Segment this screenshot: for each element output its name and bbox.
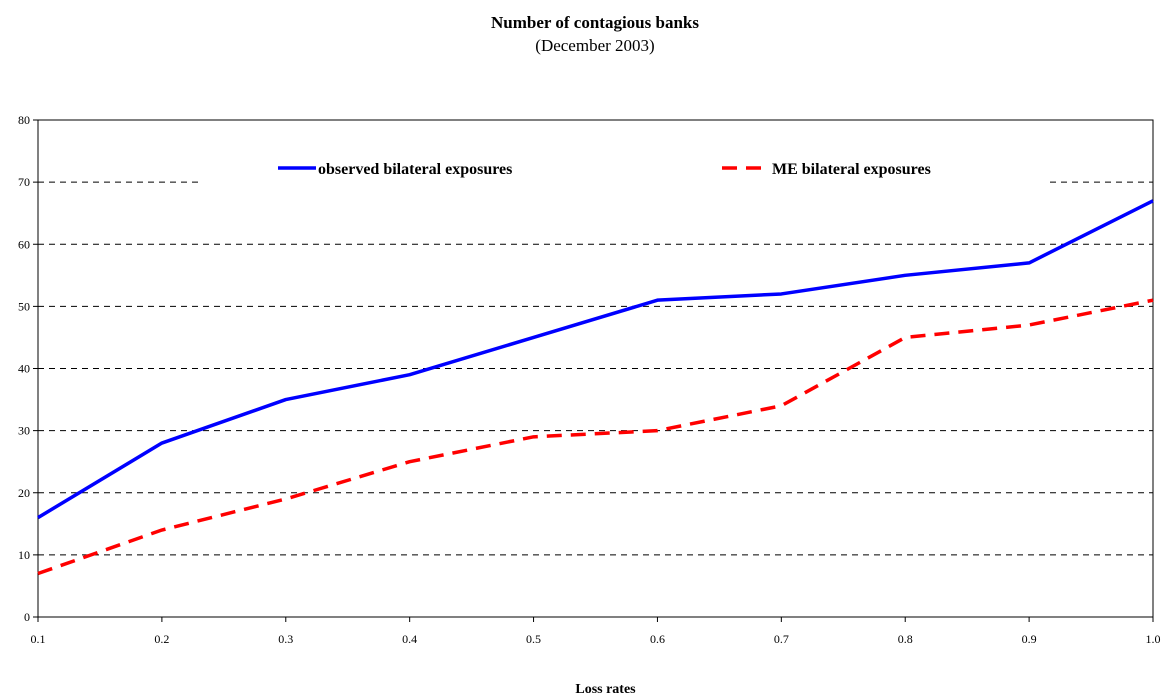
data-point [1151,199,1155,203]
y-tick-label: 30 [18,424,30,438]
data-point [1027,323,1031,327]
x-tick-label: 0.6 [650,632,665,646]
data-point [408,373,412,377]
x-axis: 0.1 0.2 0.3 0.4 0.5 0.6 0.7 0.8 0.9 1.0 [31,617,1161,646]
x-axis-title: Loss rates [575,682,636,697]
x-tick-label: 0.4 [402,632,417,646]
chart-subtitle: (December 2003) [535,36,655,55]
data-point [779,404,783,408]
x-tick-label: 0.3 [278,632,293,646]
x-tick-label: 0.5 [526,632,541,646]
x-tick-label: 0.8 [898,632,913,646]
data-point [903,335,907,339]
y-tick-label: 0 [24,610,30,624]
y-tick-label: 60 [18,237,30,251]
legend-label: observed bilateral exposures [318,161,512,178]
legend: observed bilateral exposures ME bilateral… [200,150,1045,188]
x-tick-label: 0.1 [31,632,46,646]
data-point [532,435,536,439]
series-line-me [37,298,1154,576]
x-tick-label: 0.9 [1022,632,1037,646]
data-point [408,460,412,464]
y-axis: 0 10 20 30 40 50 60 70 80 [18,113,38,624]
data-point [36,572,40,576]
y-tick-label: 50 [18,299,30,313]
data-point [1151,298,1155,302]
gridlines [38,181,1153,556]
legend-label: ME bilateral exposures [772,161,931,178]
y-tick-label: 20 [18,486,30,500]
y-tick-label: 70 [18,175,30,189]
chart-title: Number of contagious banks [491,13,699,32]
data-point [903,273,907,277]
y-tick-label: 80 [18,113,30,127]
data-point [532,335,536,339]
legend-box [200,150,1045,188]
data-point [655,298,659,302]
data-point [36,516,40,520]
data-point [1027,261,1031,265]
series [36,199,1155,576]
data-point [160,441,164,445]
x-tick-label: 1.0 [1146,632,1161,646]
data-point [160,528,164,532]
data-point [284,497,288,501]
series-line-observed [37,199,1154,520]
data-point [655,429,659,433]
data-point [284,398,288,402]
y-tick-label: 10 [18,548,30,562]
x-tick-label: 0.2 [154,632,169,646]
x-tick-label: 0.7 [774,632,789,646]
y-tick-label: 40 [18,362,30,376]
data-point [779,292,783,296]
